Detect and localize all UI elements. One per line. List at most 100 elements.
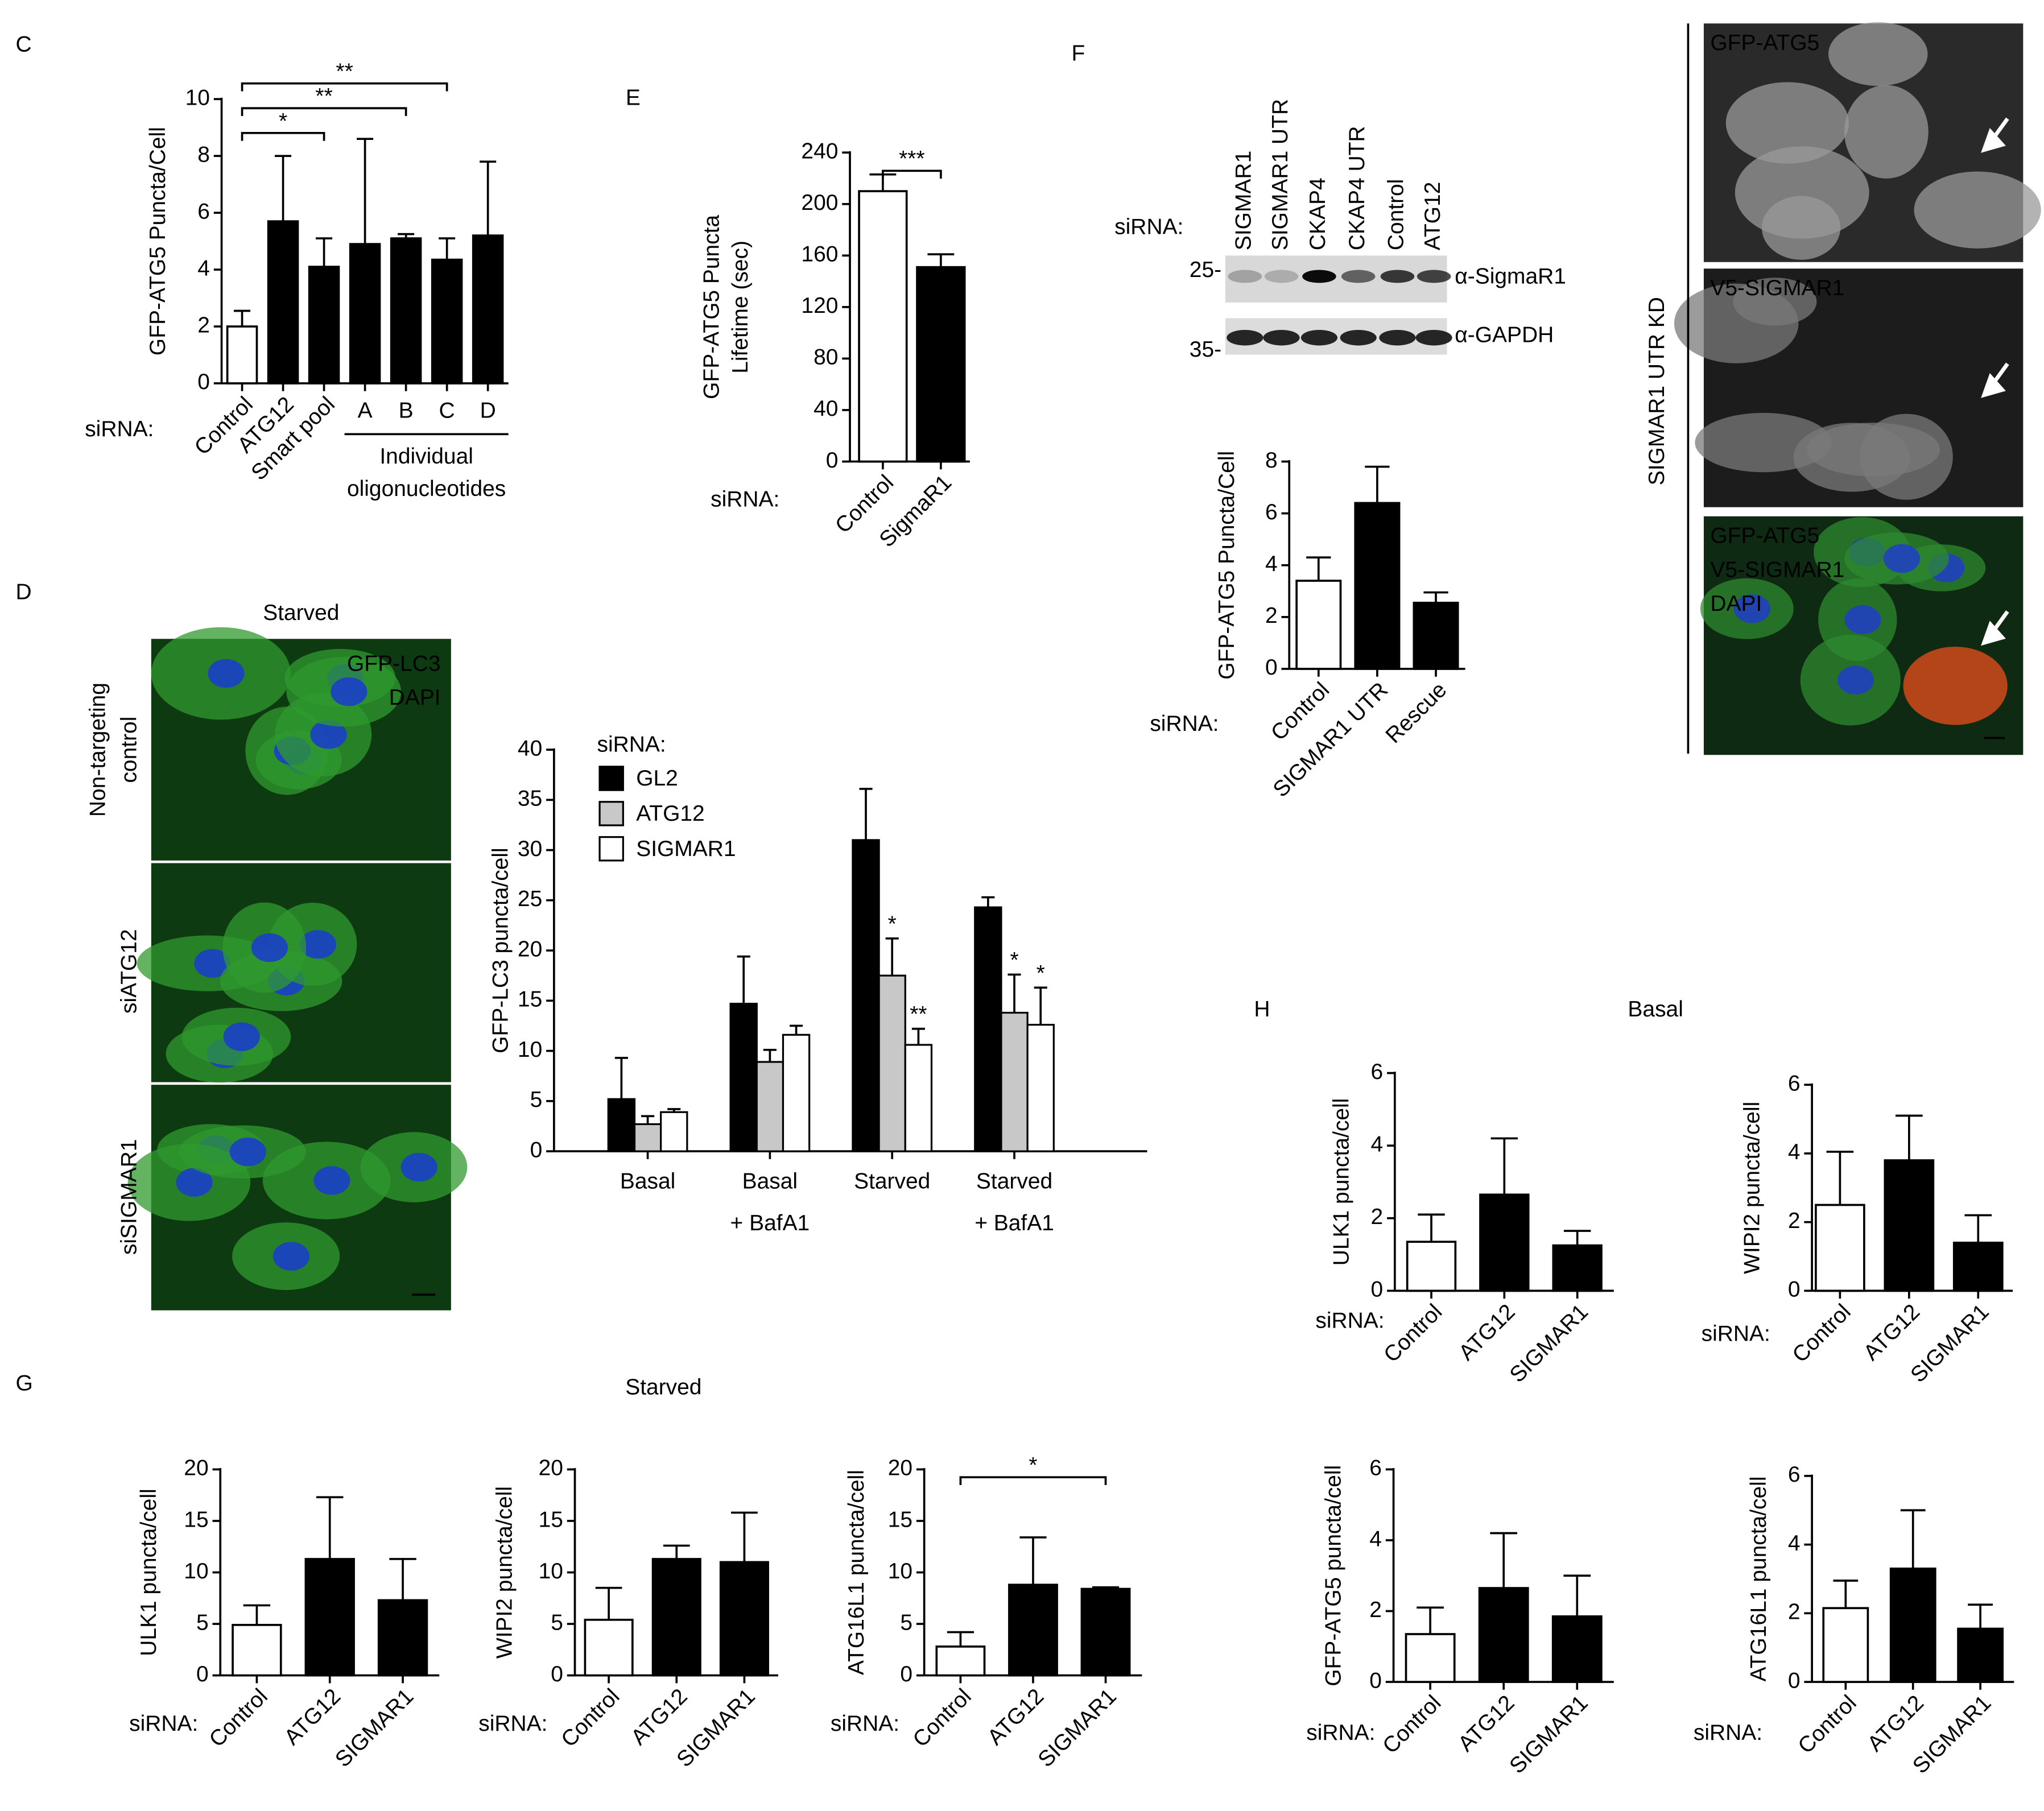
y-tick-label: 6 [197, 199, 210, 224]
y-tick-label: 4 [1369, 1527, 1382, 1551]
row-label: siSIGMAR1 [117, 1139, 141, 1255]
y-tick-label: 0 [1371, 1277, 1384, 1302]
significance-label: * [888, 912, 897, 936]
y-tick-label: 0 [1788, 1277, 1801, 1302]
bar [633, 1123, 662, 1152]
y-tick-label: 120 [801, 293, 838, 318]
blot-band [1379, 329, 1416, 346]
significance-bracket [959, 1476, 1107, 1485]
significance-label: * [279, 109, 287, 134]
bar [1478, 1587, 1529, 1683]
x-tick-label: Control [1788, 1300, 1856, 1367]
bar [349, 243, 381, 384]
nucleus [331, 677, 367, 706]
bar [858, 190, 908, 463]
legend-label: ATG12 [636, 801, 704, 826]
panel-letter: H [1254, 997, 1270, 1022]
y-tick-label: 200 [801, 191, 838, 215]
nucleus [400, 1152, 437, 1182]
y-axis-label: GFP-ATG5 puncta/cell [1322, 1465, 1346, 1686]
y-tick-label: 20 [539, 1456, 563, 1481]
x-tick-label: Basal [742, 1169, 798, 1193]
bar [1405, 1633, 1456, 1683]
bar [1354, 502, 1401, 670]
x-tick-label: + BafA1 [730, 1211, 810, 1235]
bar [660, 1111, 688, 1152]
y-tick-label: 10 [185, 86, 210, 110]
bar [904, 1044, 933, 1152]
channel-label: GFP-ATG5 [1710, 524, 1819, 548]
nucleus [208, 659, 245, 688]
bar [472, 234, 504, 384]
cell [1903, 646, 2008, 725]
blot-band [1302, 270, 1336, 283]
x-tick-label: ATG12 [626, 1684, 692, 1750]
mw-marker: 35- [1190, 337, 1221, 362]
y-axis-label: Lifetime (sec) [728, 241, 753, 374]
bar [607, 1098, 636, 1152]
nucleus [299, 930, 337, 959]
y-axis-label: GFP-ATG5 Puncta/Cell [1215, 451, 1239, 680]
blot-band [1263, 329, 1300, 346]
y-axis-label: WIPI2 puncta/cell [1740, 1102, 1764, 1274]
arrow [1981, 610, 2009, 646]
x-axis-prefix: siRNA: [129, 1711, 198, 1736]
channel-label: GFP-ATG5 [1710, 31, 1819, 55]
nucleus [1844, 605, 1881, 634]
bar [1080, 1587, 1131, 1677]
panel-title: Basal [1628, 997, 1683, 1022]
y-tick-label: 0 [551, 1662, 563, 1686]
y-tick-label: 0 [1265, 655, 1278, 680]
significance-bracket [241, 82, 448, 92]
antibody-label: α-GAPDH [1455, 323, 1554, 348]
x-tick-label: Control [1378, 1690, 1446, 1758]
bar [304, 1558, 355, 1677]
y-tick-label: 2 [1265, 603, 1278, 628]
lane-label: ATG12 [1421, 182, 1445, 251]
row-label: Non-targeting [85, 683, 110, 817]
bar [729, 1003, 758, 1152]
cell [1807, 423, 1940, 477]
y-tick-label: 10 [888, 1559, 912, 1583]
y-tick-label: 6 [1788, 1462, 1801, 1487]
x-tick-label: Starved [976, 1169, 1052, 1193]
x-tick-label: Rescue [1381, 677, 1452, 748]
cell [1914, 171, 2041, 249]
row-label: siATG12 [117, 929, 141, 1014]
y-tick-label: 2 [1371, 1205, 1384, 1229]
x-tick-label: Starved [854, 1169, 930, 1193]
nucleus [229, 1137, 266, 1167]
y-tick-label: 10 [184, 1559, 208, 1583]
x-tick-label: ATG12 [983, 1684, 1049, 1750]
y-tick-label: 6 [1265, 500, 1278, 524]
bar [1413, 601, 1459, 670]
blot-band [1380, 270, 1415, 283]
bar [1822, 1607, 1869, 1683]
y-tick-label: 20 [888, 1456, 912, 1481]
significance-label: ** [315, 84, 332, 109]
y-tick-label: 15 [184, 1507, 208, 1532]
bar [390, 237, 422, 384]
blot-band [1264, 270, 1299, 283]
bar [651, 1558, 701, 1677]
blot-band [1228, 270, 1262, 283]
panel-letter: D [15, 580, 31, 604]
legend-swatch [598, 801, 624, 826]
significance-bracket [882, 169, 942, 179]
x-tick-label: SIGMAR1 [1505, 1300, 1593, 1387]
y-tick-label: 40 [518, 736, 542, 760]
panel-letter: E [626, 86, 641, 110]
channel-label: V5-SIGMAR1 [1710, 276, 1844, 300]
lane-label: SIGMAR1 UTR [1268, 99, 1293, 250]
x-tick-label: SIGMAR1 [1034, 1684, 1121, 1772]
cell [1761, 196, 1841, 260]
y-tick-label: 0 [1788, 1668, 1801, 1693]
y-tick-label: 15 [518, 987, 542, 1012]
bar [1889, 1568, 1936, 1683]
panel-letter: G [15, 1371, 32, 1396]
bar [916, 266, 966, 463]
micrograph-title: Starved [263, 601, 339, 625]
y-tick-label: 15 [539, 1507, 563, 1532]
y-tick-label: 35 [518, 787, 542, 811]
